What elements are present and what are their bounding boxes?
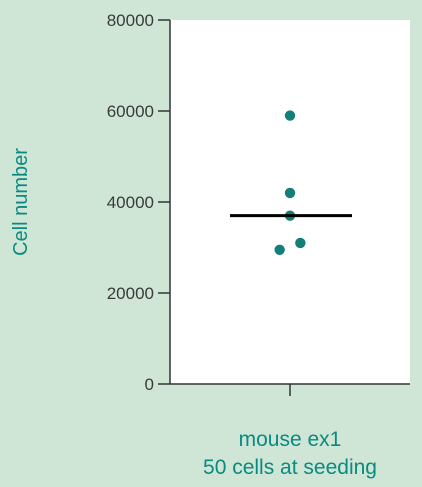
y-axis-label: Cell number bbox=[10, 148, 32, 256]
y-tick-label: 60000 bbox=[107, 102, 154, 121]
y-tick-label: 40000 bbox=[107, 193, 154, 212]
y-tick-label: 80000 bbox=[107, 11, 154, 30]
y-axis-ticks: 0 20000 40000 60000 80000 bbox=[107, 11, 170, 394]
y-tick-label: 0 bbox=[145, 375, 154, 394]
category-label-line-2: 50 cells at seeding bbox=[203, 456, 377, 479]
data-points bbox=[274, 110, 306, 255]
data-point bbox=[274, 244, 285, 255]
data-point bbox=[284, 187, 296, 199]
data-point bbox=[284, 110, 296, 121]
y-tick-label: 20000 bbox=[107, 284, 154, 303]
data-point bbox=[295, 237, 306, 249]
plot-area bbox=[170, 20, 410, 384]
category-label-line-1: mouse ex1 bbox=[239, 428, 342, 451]
